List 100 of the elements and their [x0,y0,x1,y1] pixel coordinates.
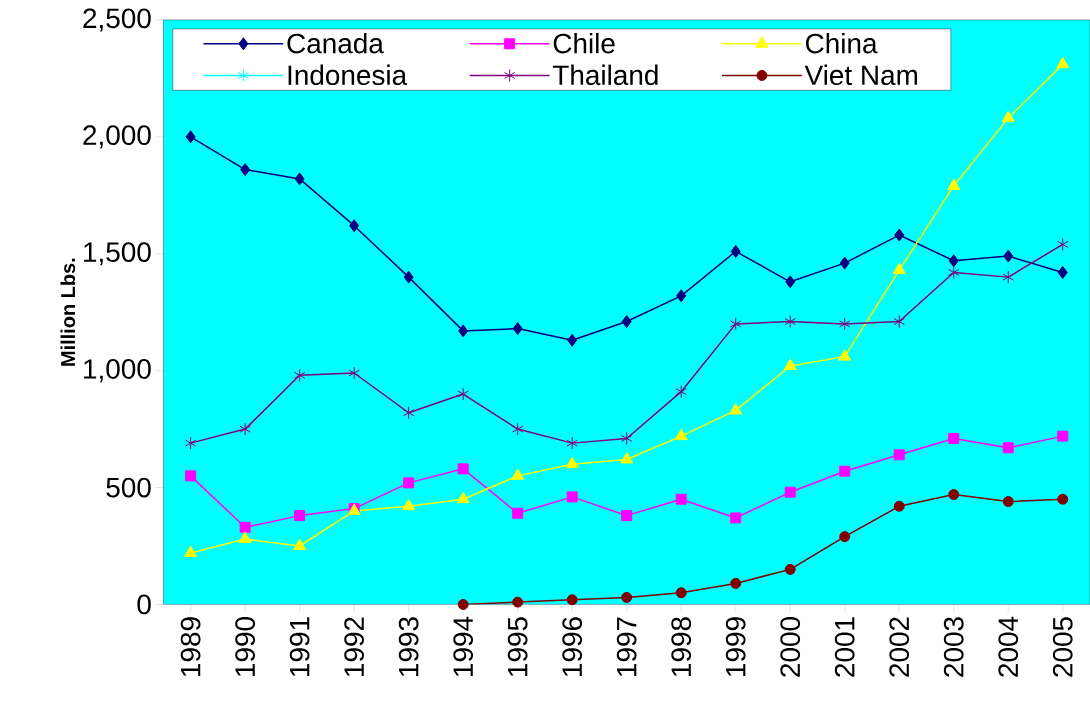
point [566,491,578,503]
point [349,219,360,233]
x-tick-label: 1989 [180,617,201,676]
point [185,130,196,144]
y-tick-label: 500 [106,477,151,498]
x-tick-label: 2000 [780,616,801,677]
x-tick-label: 1997 [616,617,637,676]
x-tick-label: 1992 [344,617,365,676]
point [1001,110,1015,123]
point [457,463,469,475]
point [456,491,470,504]
point [239,422,251,436]
x-tick-label: 2001 [834,617,855,677]
point [894,228,905,242]
point [839,317,851,331]
point [184,436,197,450]
y-tick-label: 2,500 [83,8,151,32]
point [621,591,633,603]
point [838,349,852,361]
point [293,538,307,550]
point [730,512,742,524]
point [293,368,306,382]
point [511,422,524,436]
point [676,289,687,303]
x-tick-label: 2004 [998,616,1019,677]
point [184,545,198,557]
legend-label: Chile [553,32,615,54]
point [621,510,633,521]
x-tick-label: 1998 [671,617,692,676]
point [784,486,796,498]
point [294,172,305,186]
y-axis-title: Million Lbs. [60,258,76,366]
point [403,270,414,284]
point [839,256,850,270]
point [185,470,197,482]
x-tick-label: 1999 [725,617,746,676]
point [1056,56,1070,69]
point [1002,496,1014,507]
point [238,531,252,543]
point [839,531,851,543]
point [240,163,251,176]
point [403,477,415,489]
point [785,275,796,289]
point [948,254,959,268]
point [239,521,251,533]
legend-label: Thailand [552,64,658,86]
legend-label: Viet Nam [804,64,918,86]
point [620,451,634,464]
point [348,366,360,380]
legend-label: Canada [287,32,384,54]
point [947,178,961,190]
x-tick-label: 1990 [235,616,256,676]
point [675,385,687,399]
point [1002,442,1014,454]
point [566,594,578,606]
point [948,432,960,444]
point [1057,493,1069,505]
point [566,436,578,450]
point [1002,270,1014,284]
point [784,563,796,575]
x-tick-label: 2003 [943,617,964,677]
point [512,596,524,608]
point [1057,237,1069,251]
point [511,468,525,480]
point [784,314,796,328]
point [512,507,524,519]
legend-label: China [805,32,878,54]
point [294,510,306,521]
x-tick-label: 1993 [398,617,419,676]
point [565,456,579,469]
legend-label: Indonesia [288,64,408,86]
point [839,465,851,477]
point [893,314,905,328]
point [893,500,905,512]
x-tick-label: 1991 [289,617,310,676]
point [674,428,688,441]
x-tick-label: 1994 [453,616,474,676]
point [948,265,960,279]
y-tick-label: 1,500 [84,242,151,266]
point [675,587,687,599]
y-tick-label: 0 [137,594,151,615]
x-tick-label: 2005 [1052,617,1073,677]
point [1003,249,1014,263]
point [729,402,743,415]
point [458,324,469,338]
point [402,498,416,511]
y-tick-label: 2,000 [83,125,151,149]
point [730,244,741,258]
y-tick-label: 1,000 [84,359,151,383]
point [402,406,415,420]
point [457,598,469,610]
x-tick-label: 2002 [889,617,910,677]
point [893,449,905,461]
x-tick-label: 1996 [562,617,583,676]
point [730,317,742,331]
point [675,493,687,505]
point [512,321,523,335]
point [730,577,742,589]
x-tick-label: 1995 [507,617,528,676]
point [1057,430,1069,442]
